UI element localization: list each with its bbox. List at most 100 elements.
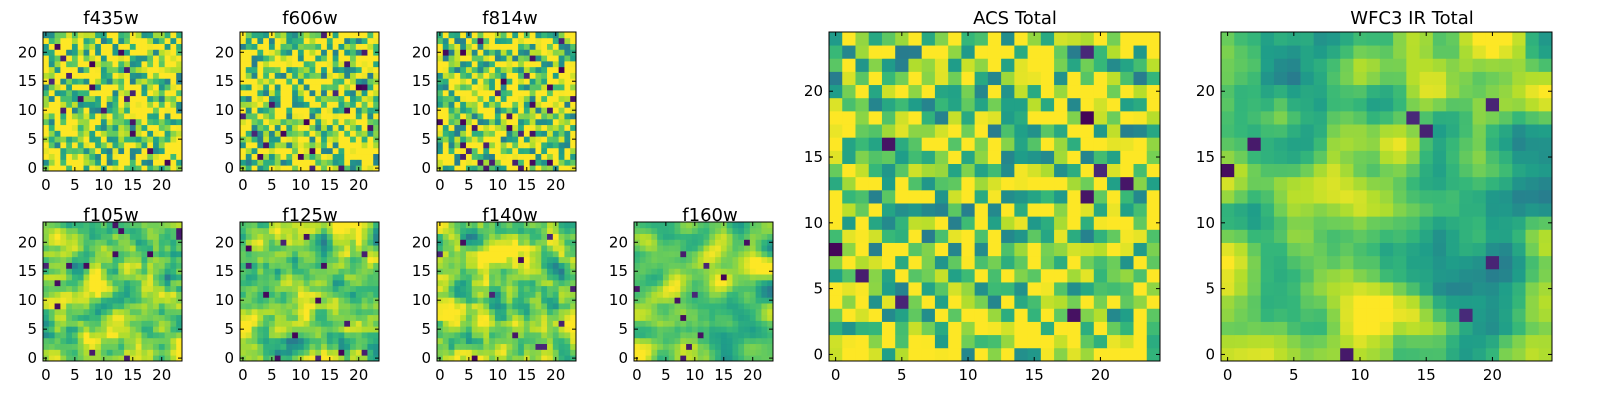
heatmap-cell [448,130,455,137]
heatmap-cell [147,78,154,85]
heatmap-cell [662,285,670,292]
heatmap-cell [494,308,502,316]
heatmap-cell [460,124,467,131]
heatmap-cell [703,256,710,263]
heatmap-cell [1120,216,1134,230]
heatmap-cell [1093,308,1108,322]
heatmap-cell [315,136,322,143]
heatmap-cell [657,303,664,310]
heatmap-cell [332,326,339,333]
heatmap-cell [494,60,502,68]
heatmap-cell [286,274,293,281]
heatmap-cell [1001,163,1015,178]
heatmap-cell [350,326,357,333]
heatmap-cell [350,165,357,172]
heatmap-cell [280,308,287,316]
heatmap-cell [558,84,565,91]
heatmap-cell [263,130,270,137]
heatmap-cell [176,84,183,91]
heatmap-cell [170,165,177,172]
heatmap-cell [274,279,281,287]
heatmap-cell [240,124,247,131]
heatmap-cell [645,297,652,304]
heatmap-cell [500,124,507,131]
heatmap-cell [95,285,102,292]
heatmap-cell [147,233,154,240]
heatmap-cell [1054,255,1068,270]
heatmap-cell [657,355,664,362]
heatmap-cell [297,279,305,287]
heatmap-cell [147,60,154,68]
heatmap-cell [106,245,113,252]
heatmap-cell [564,136,571,143]
heatmap-cell [153,159,160,166]
heatmap-cell [483,60,490,68]
heatmap-cell [176,285,183,292]
heatmap-cell [71,118,79,126]
heatmap-cell [645,303,652,310]
heatmap-cell [908,321,923,336]
heatmap-cell [1107,242,1121,257]
y-tick-label: 15 [412,72,431,90]
heatmap-cell [135,60,142,68]
heatmap-cell [350,142,357,149]
heatmap-cell [570,95,577,102]
heatmap-cell [535,165,542,172]
heatmap-cell [147,326,154,333]
heatmap-cell [71,78,79,85]
heatmap-cell [263,349,270,356]
heatmap-cell [535,107,542,114]
heatmap-cell [158,72,166,79]
heatmap-cell [1001,58,1015,72]
heatmap-cell [500,130,507,137]
x-tick-label: 0 [41,176,51,194]
heatmap-cell [529,291,536,298]
heatmap-cell [60,326,67,333]
heatmap-cell [529,279,536,287]
heatmap-cell [454,268,461,275]
heatmap-cell [564,274,571,281]
heatmap-cell [274,124,281,131]
heatmap-cell [257,320,264,327]
heatmap-cell [1107,334,1121,349]
heatmap-cell [274,159,281,166]
heatmap-cell [112,303,119,310]
heatmap-cell [518,37,525,44]
heatmap-cell [338,285,345,292]
heatmap-cell [280,332,287,339]
heatmap-cell [506,285,513,292]
heatmap-cell [489,147,496,155]
heatmap-cell [350,337,357,345]
heatmap-cell [662,291,670,298]
heatmap-cell [280,95,287,102]
heatmap-cell [657,326,664,333]
heatmap-cell [535,285,542,292]
heatmap-cell [471,227,478,234]
heatmap-cell [483,165,490,172]
heatmap-cell [518,95,525,102]
heatmap-cell [535,101,542,108]
heatmap-cell [657,320,664,327]
heatmap-cell [77,256,84,263]
heatmap-cell [500,159,507,166]
heatmap-cell [77,303,84,310]
heatmap-cell [106,337,113,345]
heatmap-cell [1419,334,1434,349]
heatmap-cell [868,110,883,125]
heatmap-cell [95,274,102,281]
heatmap-cell [350,147,357,155]
heatmap-cell [829,216,843,230]
heatmap-cell [454,153,461,160]
heatmap-cell [465,159,473,166]
heatmap-cell [158,60,166,68]
heatmap-cell [961,58,976,72]
heatmap-cell [240,118,247,126]
heatmap-cell [373,291,380,298]
heatmap-cell [465,60,473,68]
heatmap-cell [1120,295,1134,309]
heatmap-cell [1067,71,1081,86]
heatmap-cell [83,78,90,85]
heatmap-cell [1080,58,1095,72]
heatmap-cell [274,95,281,102]
heatmap-cell [164,222,171,229]
